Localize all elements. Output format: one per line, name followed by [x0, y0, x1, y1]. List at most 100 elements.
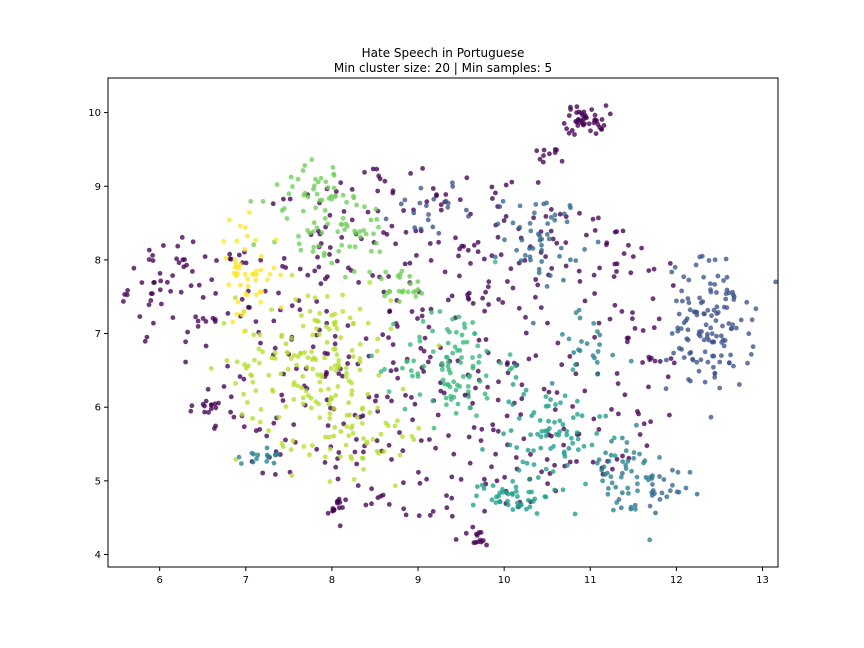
cluster-20-point	[354, 414, 360, 420]
cluster-6-point	[712, 371, 718, 376]
cluster-20-point	[397, 452, 403, 458]
cluster-16-point	[377, 249, 383, 255]
noise-point	[332, 341, 338, 347]
cluster-19-point	[299, 313, 304, 318]
cluster-6-point	[717, 385, 723, 391]
noise-point	[257, 427, 263, 432]
noise-point	[258, 257, 264, 263]
noise-point	[349, 217, 355, 223]
cluster-19-point	[334, 352, 340, 358]
cluster-8-point	[539, 242, 544, 248]
cluster-19-point	[357, 341, 363, 347]
noise-point	[345, 323, 351, 328]
cluster-13-point	[523, 387, 529, 393]
noise-point	[373, 398, 378, 404]
cluster-6-point	[705, 359, 711, 365]
cluster-13-point	[524, 506, 529, 512]
noise-point	[363, 336, 369, 342]
cluster-15-point	[439, 367, 445, 372]
noise-point	[341, 209, 347, 214]
cluster-1-point	[534, 148, 540, 154]
cluster-21-point	[237, 262, 243, 267]
cluster-19-point	[302, 350, 307, 355]
noise-point	[614, 229, 620, 235]
noise-point	[434, 192, 439, 198]
cluster-1-point	[541, 153, 546, 159]
cluster-3-point	[474, 531, 479, 537]
cluster-11-point	[597, 332, 603, 338]
noise-point	[493, 451, 498, 457]
cluster-10-point	[609, 438, 614, 444]
noise-point	[264, 433, 270, 439]
cluster-0-point	[581, 116, 587, 122]
cluster-6-point	[679, 346, 684, 352]
noise-point	[614, 456, 620, 462]
cluster-16-point	[340, 216, 346, 221]
noise-point	[355, 483, 361, 488]
noise-point	[444, 505, 450, 511]
noise-point	[467, 460, 473, 466]
cluster-7-point	[431, 196, 437, 202]
cluster-2-point	[335, 500, 340, 506]
noise-point	[365, 209, 371, 215]
cluster-19-point	[283, 341, 289, 347]
noise-point	[324, 397, 330, 403]
cluster-11-point	[591, 321, 597, 326]
cluster-15-point	[431, 425, 437, 431]
cluster-8-point	[539, 259, 545, 264]
cluster-7-point	[466, 213, 471, 219]
cluster-20-point	[349, 423, 355, 429]
cluster-21-point	[238, 223, 243, 229]
cluster-5-point	[170, 273, 176, 278]
cluster-5-point	[131, 265, 137, 271]
cluster-12-point	[264, 445, 270, 451]
cluster-14-point	[526, 497, 531, 503]
noise-point	[227, 251, 233, 257]
cluster-8-point	[552, 212, 558, 218]
noise-point	[305, 272, 311, 278]
noise-point	[471, 242, 477, 248]
cluster-20-point	[385, 423, 391, 429]
cluster-19-point	[300, 401, 306, 407]
noise-point	[327, 252, 332, 257]
cluster-7-point	[418, 226, 424, 232]
cluster-16-point	[338, 221, 344, 227]
noise-point	[521, 436, 527, 442]
noise-point	[559, 362, 565, 368]
cluster-15-point	[407, 342, 413, 347]
cluster-19-point	[316, 401, 321, 407]
cluster-15-point	[430, 349, 436, 354]
cluster-6-point	[714, 304, 720, 310]
cluster-19-point	[357, 356, 363, 361]
noise-point	[401, 480, 406, 486]
cluster-15-point	[476, 360, 482, 365]
cluster-2-point	[336, 496, 342, 502]
cluster-19-point	[312, 317, 318, 323]
cluster-19-point	[253, 388, 259, 394]
cluster-19-point	[374, 348, 380, 354]
noise-point	[228, 394, 234, 400]
cluster-6-point	[721, 343, 727, 349]
noise-point	[272, 345, 278, 351]
cluster-15-point	[457, 348, 463, 353]
cluster-5-point	[151, 320, 156, 326]
cluster-19-point	[327, 416, 333, 421]
cluster-15-point	[411, 358, 417, 364]
noise-point	[409, 309, 415, 314]
cluster-21-point	[245, 284, 251, 289]
cluster-15-point	[459, 355, 464, 360]
cluster-15-point	[430, 398, 436, 404]
x-tick-label: 7	[243, 575, 249, 586]
cluster-13-point	[513, 363, 519, 369]
cluster-6-point	[712, 257, 718, 263]
cluster-21-point	[221, 239, 227, 244]
cluster-18-point	[405, 289, 411, 295]
cluster-19-point	[350, 354, 356, 359]
noise-point	[421, 348, 427, 354]
cluster-15-point	[420, 318, 426, 324]
cluster-6-point	[712, 374, 718, 380]
noise-point	[485, 384, 490, 390]
noise-point	[374, 166, 380, 172]
cluster-19-point	[251, 332, 257, 338]
cluster-13-point	[560, 487, 566, 493]
